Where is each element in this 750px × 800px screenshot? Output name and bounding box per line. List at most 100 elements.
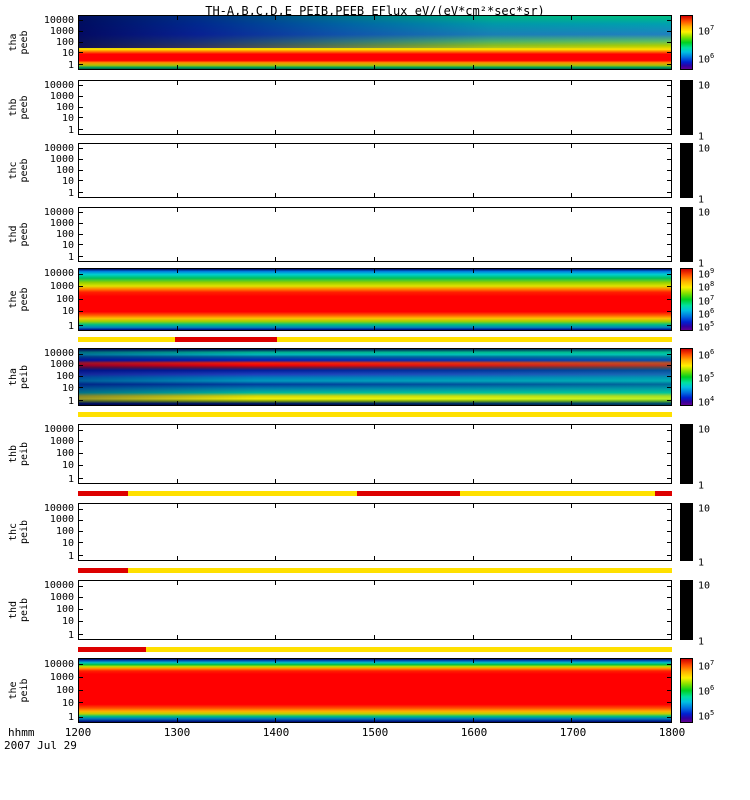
y-tick-label: 1000 xyxy=(49,217,74,229)
x-tick-mark xyxy=(176,659,178,663)
y-tick-mark xyxy=(79,222,83,224)
x-tick-mark xyxy=(472,208,474,212)
y-tick-label: 1 xyxy=(67,125,74,137)
y-tick-label: 10000 xyxy=(43,268,74,280)
x-tick-mark xyxy=(571,193,573,197)
y-tick-mark xyxy=(79,542,83,544)
y-tick-mark xyxy=(79,464,83,466)
x-tick-mark xyxy=(176,425,178,429)
x-tick-mark xyxy=(472,556,474,560)
x-tick-mark xyxy=(275,208,277,212)
x-tick-label: 1700 xyxy=(559,726,587,739)
y-tick-mark xyxy=(79,106,83,108)
y-tick-mark xyxy=(79,274,83,276)
y-tick-mark xyxy=(79,519,83,521)
y-tick-mark xyxy=(667,453,671,454)
y-tick-mark xyxy=(79,429,83,431)
y-tick-mark xyxy=(79,95,83,97)
y-tick-mark xyxy=(667,609,671,610)
x-tick-mark xyxy=(571,326,573,330)
y-tick-mark xyxy=(667,400,671,402)
y-tick-mark xyxy=(79,233,83,235)
y-tick-mark xyxy=(79,192,83,194)
colorbar-tick-label: 105 xyxy=(698,708,714,722)
colorbar-tick-exponent: 5 xyxy=(710,371,715,380)
x-tick-mark xyxy=(472,16,474,20)
y-tick-mark xyxy=(667,716,671,718)
quality-bar-flag-segment xyxy=(78,491,129,496)
y-tick-mark xyxy=(79,30,83,32)
colorbar-tick-base: 10 xyxy=(698,269,711,281)
x-tick-mark xyxy=(472,718,474,722)
colorbar-tick-base: 10 xyxy=(698,397,711,409)
colorbar-tick-label: 106 xyxy=(698,306,714,320)
x-tick-mark xyxy=(374,425,375,429)
y-tick-mark xyxy=(79,169,83,171)
y-tick-mark xyxy=(667,169,671,171)
y-tick-label: 1 xyxy=(67,60,74,72)
y-tick-label: 1 xyxy=(67,629,74,641)
y-tick-label: 10 xyxy=(61,306,74,318)
y-tick-mark xyxy=(79,244,83,246)
y-tick-label: 1000 xyxy=(49,671,74,683)
x-tick-mark xyxy=(472,326,474,330)
y-tick-mark xyxy=(667,353,671,355)
x-tick-mark xyxy=(571,479,573,483)
y-tick-label: 10 xyxy=(61,175,74,187)
x-tick-mark xyxy=(571,208,573,212)
y-tick-mark xyxy=(79,633,83,635)
y-tick-mark xyxy=(79,609,83,610)
colorbar-tick-exponent: 6 xyxy=(710,51,715,60)
x-tick-mark xyxy=(176,81,178,85)
colorbar-tick-label: 105 xyxy=(698,319,714,333)
y-tick-label: 1 xyxy=(67,550,74,562)
colorbar-tick-base: 1 xyxy=(698,131,705,143)
panel-label-thb-peib: thb peib xyxy=(8,441,30,467)
x-tick-mark xyxy=(374,479,375,483)
panel-plot-thc-peib xyxy=(78,503,672,561)
x-tick-mark xyxy=(275,556,277,560)
x-tick-mark xyxy=(275,425,277,429)
x-tick-mark xyxy=(275,479,277,483)
y-tick-label: 10000 xyxy=(43,347,74,359)
colorbar-tick-label: 1 xyxy=(698,191,704,205)
colorbar-tick-exponent: 7 xyxy=(710,293,715,302)
y-tick-label: 1000 xyxy=(49,359,74,371)
y-tick-mark xyxy=(79,716,83,718)
y-tick-mark xyxy=(667,298,671,300)
colorbar-tick-base: 10 xyxy=(698,503,711,515)
x-tick-mark xyxy=(374,257,375,261)
colorbar-tick-label: 1 xyxy=(698,554,704,568)
x-tick-mark xyxy=(176,65,178,69)
y-tick-mark xyxy=(667,620,671,622)
y-tick-mark xyxy=(667,310,671,312)
x-tick-mark xyxy=(374,193,375,197)
x-tick-mark xyxy=(374,635,375,639)
x-tick-mark xyxy=(472,659,474,663)
panel-label-thd-peeb: thd peeb xyxy=(8,222,30,247)
colorbar-thc-peib xyxy=(680,503,693,561)
y-tick-mark xyxy=(667,233,671,235)
panel-plot-the-peib xyxy=(78,658,672,723)
y-tick-label: 100 xyxy=(55,684,74,696)
y-tick-mark xyxy=(667,212,671,214)
y-tick-mark xyxy=(79,364,83,366)
colorbar-tick-base: 10 xyxy=(698,711,711,723)
x-tick-mark xyxy=(176,479,178,483)
y-tick-mark xyxy=(667,117,671,119)
y-tick-mark xyxy=(79,702,83,704)
x-tick-mark xyxy=(176,16,178,20)
chart-title: TH-A,B,C,D,E PEIB,PEEB EFlux eV/(eV*cm²*… xyxy=(205,4,545,18)
y-tick-label: 100 xyxy=(55,164,74,176)
y-tick-mark xyxy=(667,464,671,466)
y-tick-label: 1 xyxy=(67,320,74,332)
y-tick-mark xyxy=(79,148,83,150)
quality-bar-flag-segment xyxy=(174,337,277,342)
y-tick-mark xyxy=(667,542,671,544)
x-tick-mark xyxy=(374,581,375,585)
y-tick-mark xyxy=(79,52,83,54)
x-tick-mark xyxy=(472,401,474,405)
colorbar-tick-exponent: 7 xyxy=(710,659,715,668)
panel-plot-thb-peib xyxy=(78,424,672,484)
y-tick-mark xyxy=(667,20,671,22)
